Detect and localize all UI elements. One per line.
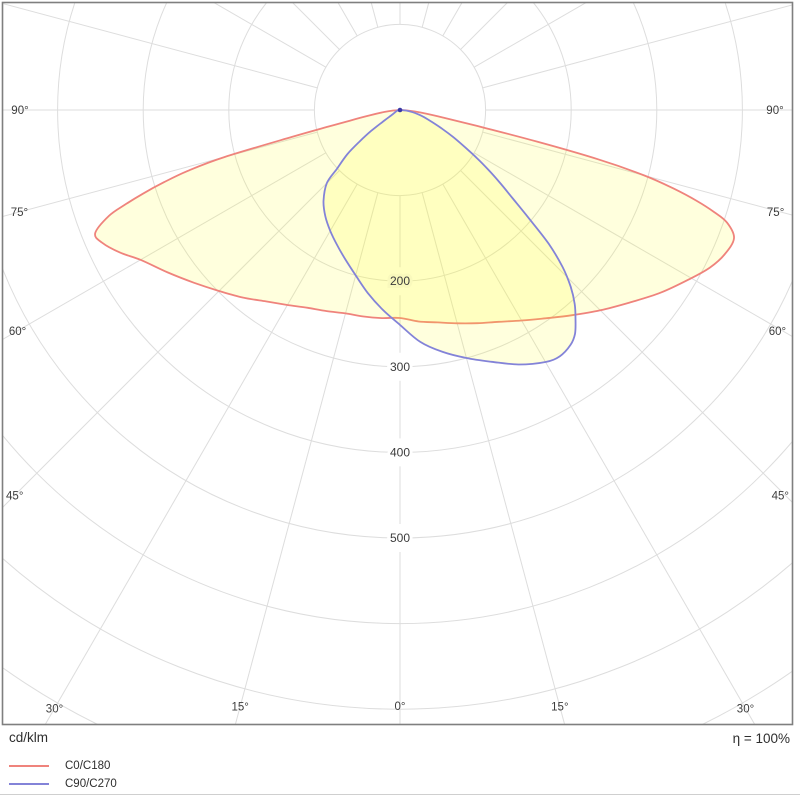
- angle-label-left: 75°: [11, 207, 28, 219]
- ring-label: 400: [390, 445, 410, 459]
- grid-ring: [3, 268, 792, 539]
- angle-label-right: 60°: [769, 326, 786, 338]
- grid-ray: [3, 170, 340, 508]
- legend-line-c90-c270-swatch: [9, 783, 49, 785]
- grid-ray: [3, 131, 318, 217]
- angle-label-bottom: 0°: [395, 701, 406, 713]
- curve-c90-c270: [322, 109, 577, 366]
- ring-label: 200: [390, 274, 410, 288]
- angle-label-left: 60°: [9, 326, 26, 338]
- angle-label-right: 75°: [767, 207, 784, 219]
- grid-ray: [442, 3, 463, 37]
- angle-label-left: 45°: [6, 490, 23, 502]
- angle-label-right: 45°: [772, 490, 789, 502]
- curves: [94, 107, 735, 366]
- grid-ray: [473, 152, 792, 337]
- grid-ray: [234, 192, 379, 724]
- angle-label-left: 90°: [11, 105, 28, 117]
- angle-label-bottom: 15°: [231, 702, 248, 714]
- center-dot: [397, 107, 403, 113]
- legend-item-c90-c270: C90/C270: [9, 777, 117, 791]
- footer-divider: [0, 794, 800, 795]
- grid-ray: [421, 192, 566, 724]
- grid-ray: [482, 131, 792, 216]
- grid-ray: [44, 183, 358, 724]
- grid-ray: [292, 3, 340, 50]
- legend-line-c0-c180-swatch: [9, 765, 49, 767]
- legend-item-c0-c180: C0/C180: [9, 759, 110, 773]
- grid-ray: [460, 170, 792, 503]
- ring-label: 300: [390, 360, 410, 374]
- angle-label-bottom: 30°: [46, 703, 63, 715]
- grid-ray: [337, 3, 358, 37]
- ring-label: 500: [390, 531, 410, 545]
- grid-ray: [3, 3, 318, 89]
- angle-label-right: 90°: [766, 105, 783, 117]
- grid-ray: [442, 183, 756, 724]
- legend-label-c90-c270: C90/C270: [65, 778, 117, 790]
- angle-label-bottom: 15°: [551, 702, 568, 714]
- grid-ray: [3, 152, 327, 340]
- grid-ray: [460, 3, 508, 50]
- legend-label-c0-c180: C0/C180: [65, 760, 111, 772]
- unit-label: cd/klm: [9, 730, 49, 745]
- plot-border: [1, 1, 794, 726]
- efficiency-label: η = 100%: [732, 731, 790, 746]
- grid-ray: [482, 4, 792, 89]
- angle-label-bottom: 30°: [737, 703, 754, 715]
